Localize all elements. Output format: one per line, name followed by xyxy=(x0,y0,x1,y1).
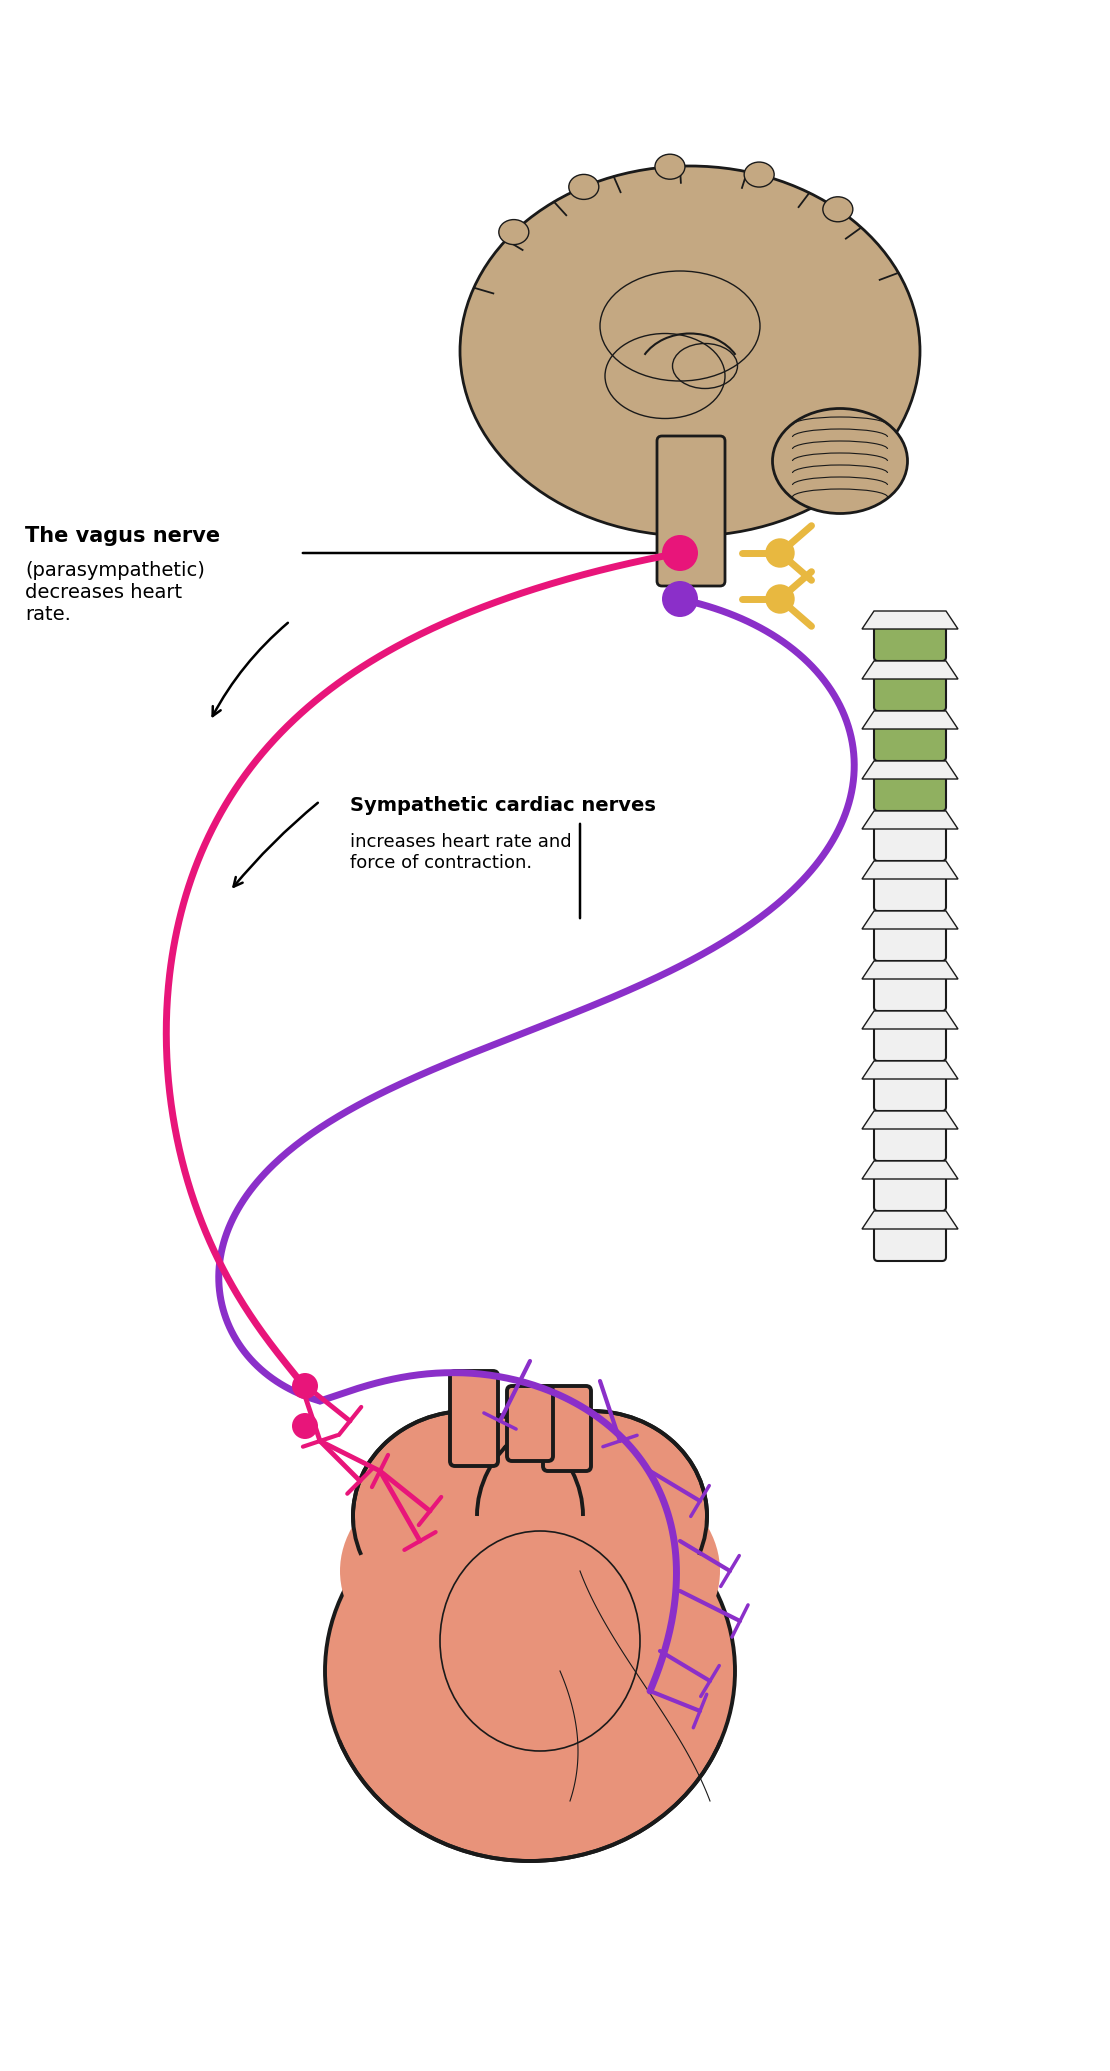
FancyBboxPatch shape xyxy=(874,1062,946,1110)
Text: (parasympathetic)
decreases heart
rate.: (parasympathetic) decreases heart rate. xyxy=(26,561,205,623)
Circle shape xyxy=(292,1412,317,1439)
Polygon shape xyxy=(862,1162,958,1178)
Ellipse shape xyxy=(325,1481,735,1862)
Text: Sympathetic cardiac nerves: Sympathetic cardiac nerves xyxy=(350,795,656,816)
FancyBboxPatch shape xyxy=(874,613,946,661)
Polygon shape xyxy=(862,862,958,878)
Polygon shape xyxy=(862,710,958,729)
Ellipse shape xyxy=(460,166,920,536)
Polygon shape xyxy=(862,961,958,980)
Polygon shape xyxy=(862,911,958,930)
Polygon shape xyxy=(862,1060,958,1079)
Ellipse shape xyxy=(340,1446,720,1696)
FancyBboxPatch shape xyxy=(874,913,946,961)
Ellipse shape xyxy=(823,197,852,222)
Ellipse shape xyxy=(477,1410,707,1622)
Text: The vagus nerve: The vagus nerve xyxy=(26,526,220,547)
FancyBboxPatch shape xyxy=(874,1164,946,1212)
FancyBboxPatch shape xyxy=(874,1112,946,1162)
FancyBboxPatch shape xyxy=(874,1214,946,1261)
Polygon shape xyxy=(862,760,958,779)
FancyBboxPatch shape xyxy=(874,663,946,710)
Ellipse shape xyxy=(568,174,598,199)
Ellipse shape xyxy=(655,153,685,180)
Circle shape xyxy=(765,538,795,567)
Polygon shape xyxy=(862,611,958,630)
Circle shape xyxy=(765,584,795,613)
FancyBboxPatch shape xyxy=(874,1013,946,1060)
FancyBboxPatch shape xyxy=(874,712,946,760)
Circle shape xyxy=(662,582,698,617)
Polygon shape xyxy=(862,1110,958,1129)
FancyBboxPatch shape xyxy=(507,1385,553,1460)
Circle shape xyxy=(662,534,698,572)
Circle shape xyxy=(292,1373,317,1400)
FancyBboxPatch shape xyxy=(874,814,946,862)
Polygon shape xyxy=(862,812,958,828)
FancyBboxPatch shape xyxy=(874,963,946,1011)
Polygon shape xyxy=(862,1011,958,1029)
Ellipse shape xyxy=(498,220,528,244)
FancyBboxPatch shape xyxy=(874,864,946,911)
FancyBboxPatch shape xyxy=(657,437,725,586)
FancyBboxPatch shape xyxy=(543,1385,591,1470)
Polygon shape xyxy=(862,1212,958,1228)
Polygon shape xyxy=(862,661,958,679)
Ellipse shape xyxy=(353,1410,583,1622)
Ellipse shape xyxy=(744,162,774,186)
Text: increases heart rate and
force of contraction.: increases heart rate and force of contra… xyxy=(350,833,572,872)
FancyBboxPatch shape xyxy=(450,1371,498,1466)
Ellipse shape xyxy=(773,408,908,514)
FancyBboxPatch shape xyxy=(874,762,946,812)
